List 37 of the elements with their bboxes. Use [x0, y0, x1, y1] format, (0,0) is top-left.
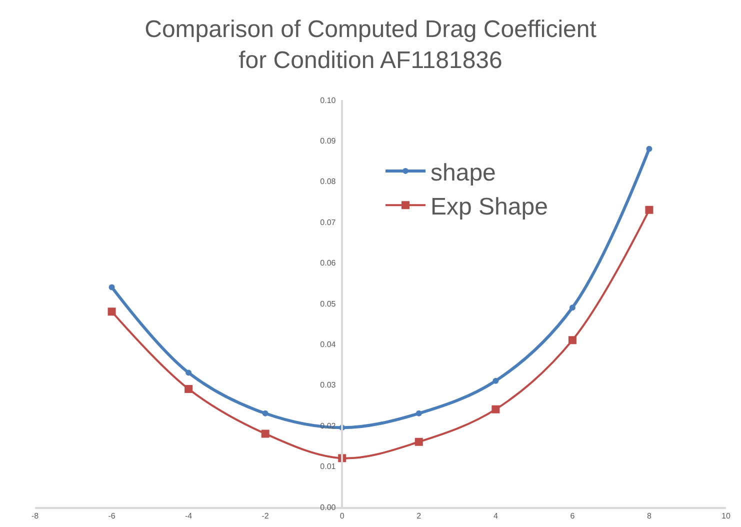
x-tick-label: -8 [31, 511, 40, 520]
chart-title: Comparison of Computed Drag Coefficient for Condition AF1181836 [144, 16, 597, 74]
x-tick-label: 6 [570, 511, 576, 520]
x-tick-label: 2 [416, 511, 422, 520]
y-tick-label: 0.00 [320, 502, 336, 512]
point [568, 336, 576, 344]
point [108, 284, 115, 290]
x-tick-label: -4 [184, 511, 193, 520]
point [108, 308, 116, 316]
y-tick-label: 0.06 [320, 258, 336, 268]
y-tick-label: 0.10 [320, 96, 336, 105]
x-tick-label: -2 [262, 511, 270, 520]
point [184, 384, 193, 393]
x-tick-label: 8 [646, 511, 652, 520]
x-tick-label: 4 [493, 511, 498, 520]
point [492, 405, 500, 414]
x-tick-label: 0 [340, 511, 345, 520]
y-tick-label: 0.05 [320, 299, 336, 308]
point [261, 430, 270, 438]
y-tick-label: 0.07 [320, 218, 336, 227]
point [569, 304, 576, 311]
point [414, 438, 423, 446]
point [645, 206, 654, 214]
y-tick-label: 0.09 [320, 136, 336, 146]
point [186, 370, 192, 376]
point [492, 378, 499, 384]
y-tick-label: 0.01 [320, 462, 336, 472]
point [262, 410, 268, 416]
legend-label: Exp Shape [430, 194, 548, 220]
point [416, 410, 422, 416]
y-tick-label: 0.04 [320, 340, 336, 349]
x-tick-label: -6 [108, 511, 116, 520]
legend-label: shape [430, 159, 496, 186]
y-tick-label: 0.03 [320, 380, 336, 390]
point [646, 146, 652, 152]
x-tick-label: 10 [722, 511, 731, 520]
y-tick-label: 0.08 [320, 177, 336, 186]
